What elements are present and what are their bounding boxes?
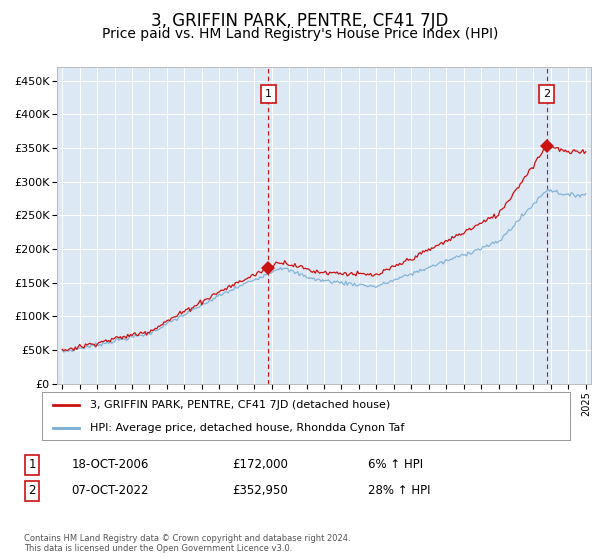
Text: Contains HM Land Registry data © Crown copyright and database right 2024.
This d: Contains HM Land Registry data © Crown c… (24, 534, 350, 553)
Text: 3, GRIFFIN PARK, PENTRE, CF41 7JD: 3, GRIFFIN PARK, PENTRE, CF41 7JD (151, 12, 449, 30)
Text: £172,000: £172,000 (232, 459, 288, 472)
Text: 1: 1 (265, 89, 272, 99)
Text: HPI: Average price, detached house, Rhondda Cynon Taf: HPI: Average price, detached house, Rhon… (89, 423, 404, 433)
Text: 3, GRIFFIN PARK, PENTRE, CF41 7JD (detached house): 3, GRIFFIN PARK, PENTRE, CF41 7JD (detac… (89, 400, 390, 410)
Text: 1: 1 (28, 459, 36, 472)
Text: 18-OCT-2006: 18-OCT-2006 (71, 459, 149, 472)
Text: 6% ↑ HPI: 6% ↑ HPI (368, 459, 423, 472)
Text: Price paid vs. HM Land Registry's House Price Index (HPI): Price paid vs. HM Land Registry's House … (102, 27, 498, 41)
Text: £352,950: £352,950 (232, 484, 288, 497)
Text: 2: 2 (28, 484, 36, 497)
Text: 28% ↑ HPI: 28% ↑ HPI (368, 484, 430, 497)
Text: 07-OCT-2022: 07-OCT-2022 (71, 484, 149, 497)
Text: 2: 2 (543, 89, 550, 99)
